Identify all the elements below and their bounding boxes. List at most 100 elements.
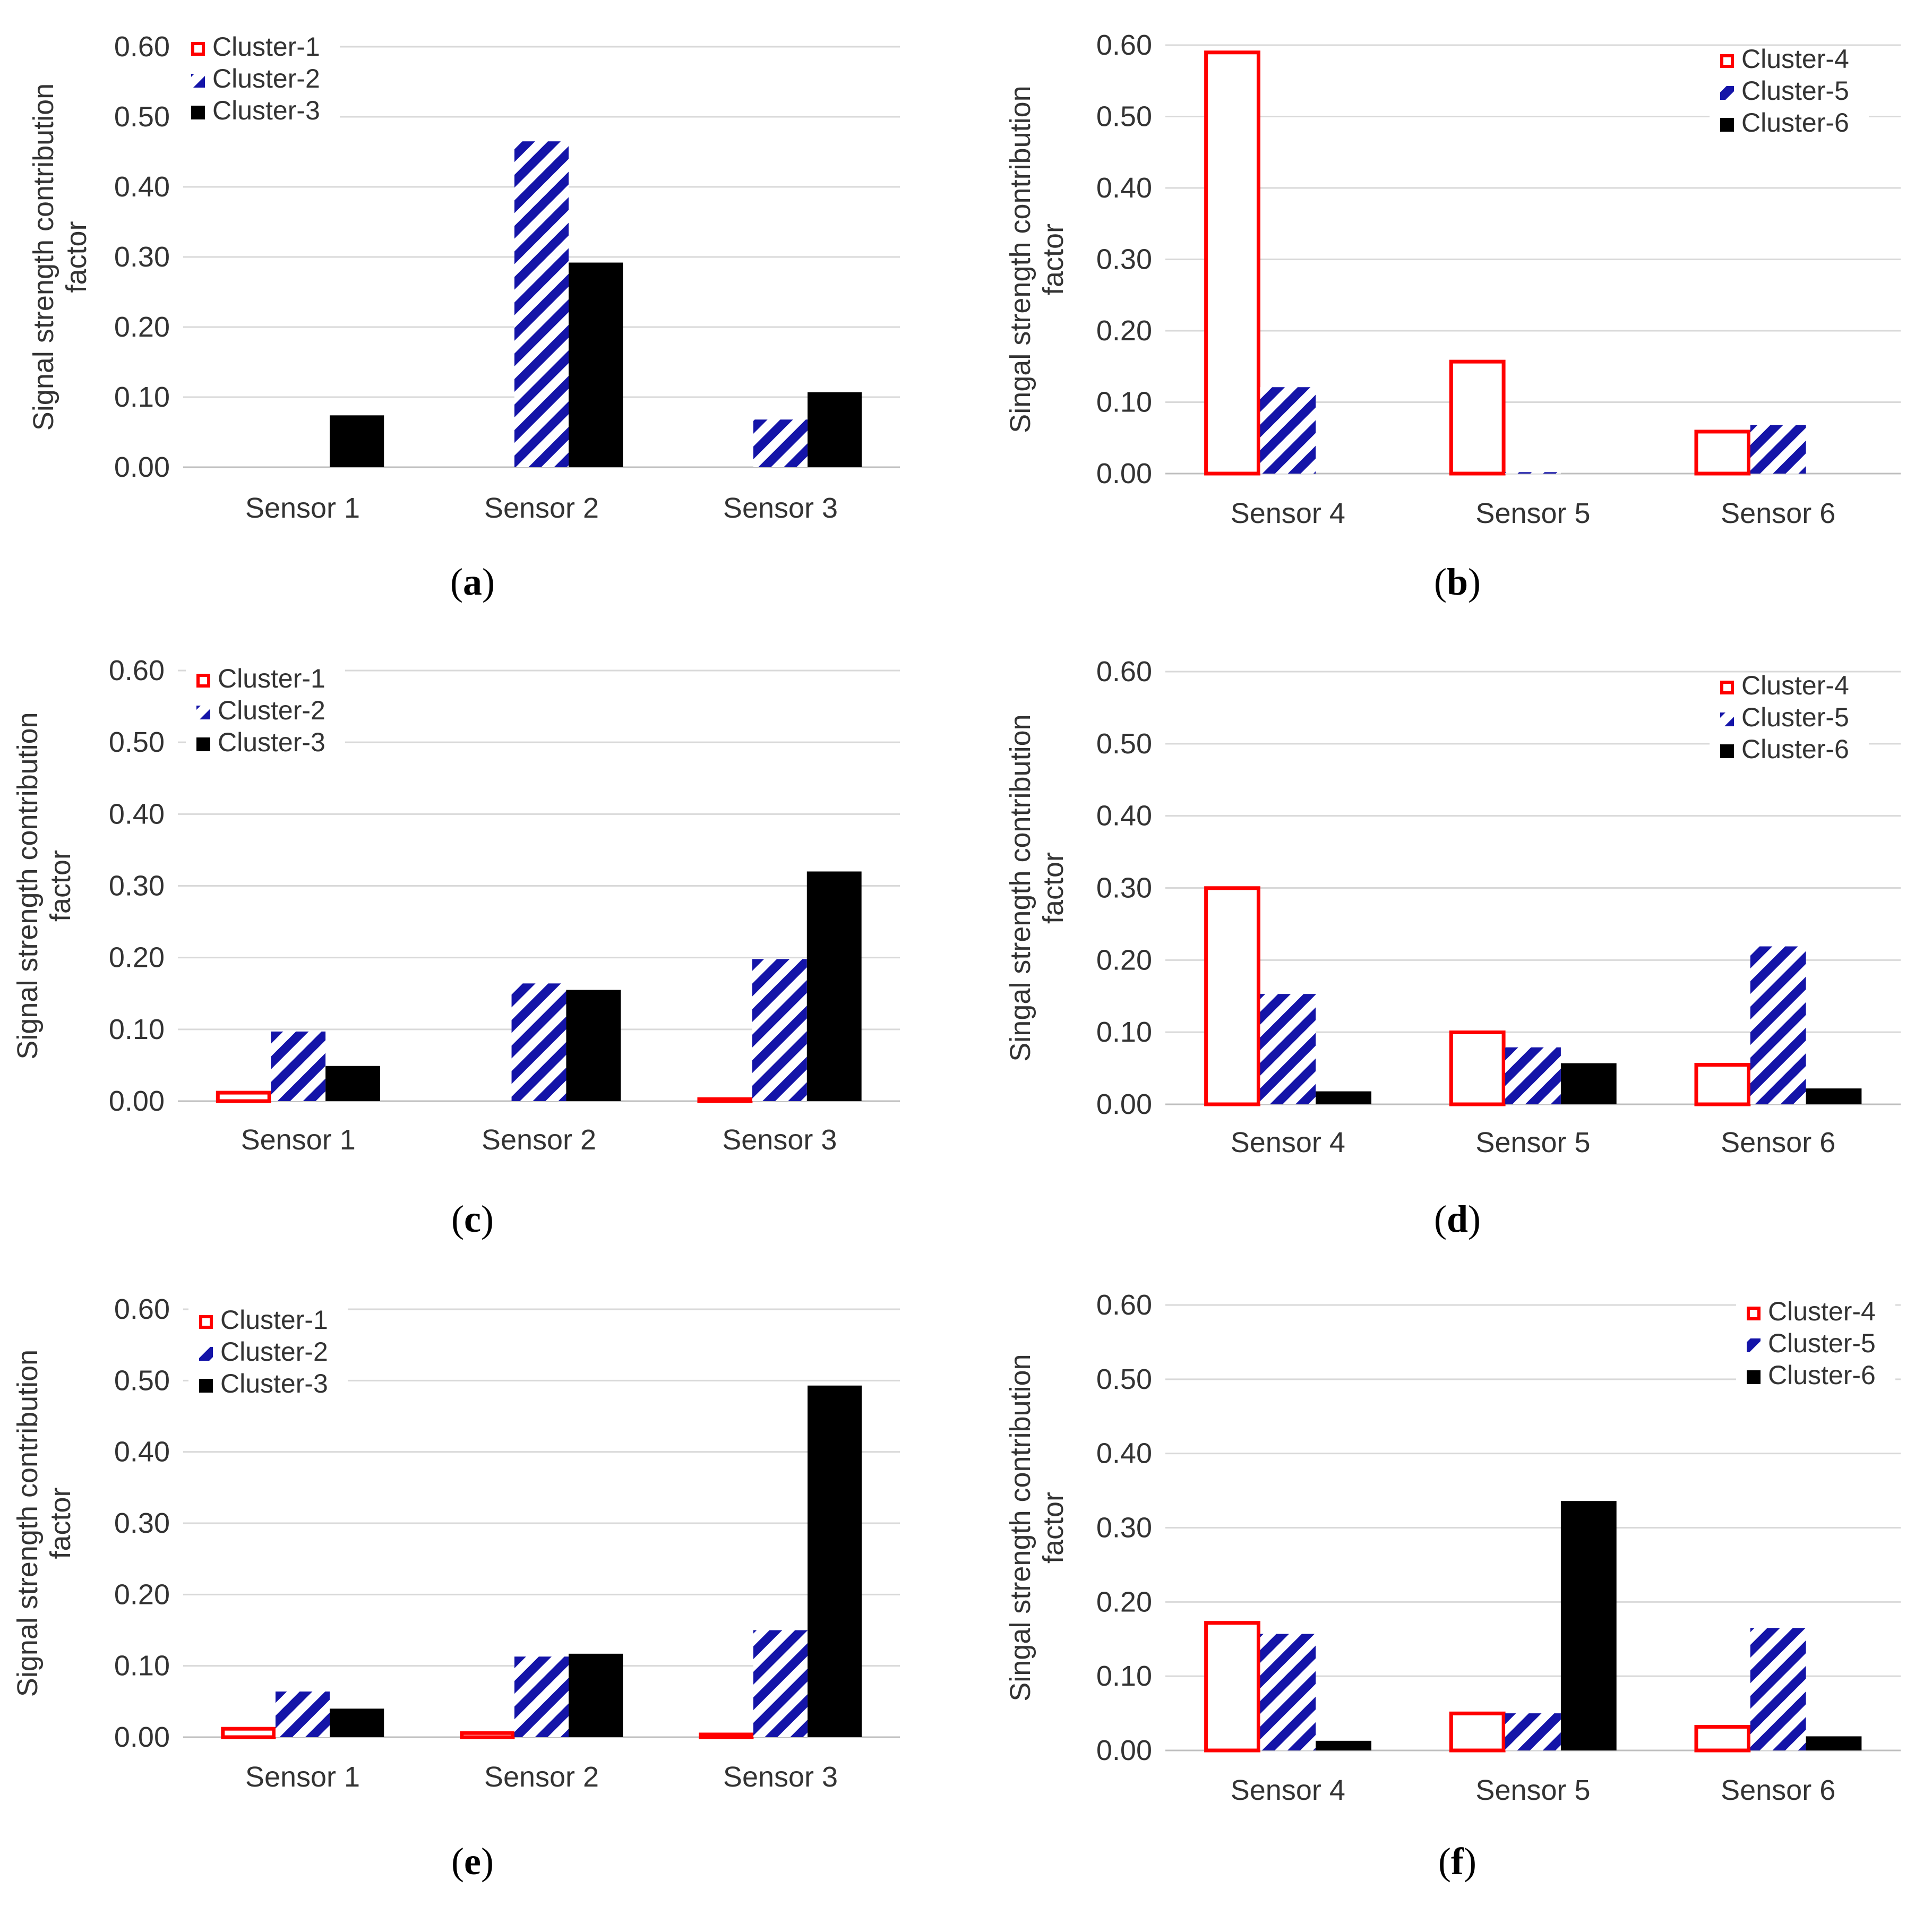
category-label: Sensor 4 <box>1231 1774 1345 1806</box>
category-label: Sensor 1 <box>245 1761 360 1793</box>
bar-cluster-3-sensor-1 <box>325 1066 381 1101</box>
category-label: Sensor 1 <box>245 492 360 524</box>
category-label: Sensor 1 <box>241 1124 356 1156</box>
y-tick-label: 0.10 <box>1096 1016 1152 1048</box>
panel-caption: (b) <box>1434 561 1481 603</box>
y-tick-label: 0.10 <box>109 1014 165 1045</box>
bar-cluster-4-sensor-5 <box>1449 1030 1506 1106</box>
y-tick-label: 0.10 <box>1096 387 1152 418</box>
y-tick-label: 0.60 <box>114 1293 170 1325</box>
y-tick-label: 0.50 <box>114 101 170 133</box>
y-tick-label: 0.00 <box>109 1085 165 1117</box>
y-tick-label: 0.20 <box>114 1578 170 1610</box>
category-label: Sensor 4 <box>1231 497 1345 529</box>
legend-entry: Cluster-5 <box>1768 1328 1876 1358</box>
bar-cluster-1-sensor-1 <box>221 1727 276 1739</box>
y-tick-label: 0.40 <box>114 1436 170 1468</box>
y-tick-label: 0.50 <box>109 726 165 758</box>
legend-swatch <box>1747 1307 1761 1320</box>
bar-cluster-6-sensor-6 <box>1806 1088 1862 1104</box>
legend-background <box>181 35 340 135</box>
bar-cluster-4-sensor-6 <box>1694 1724 1751 1753</box>
bar-cluster-1-sensor-1 <box>216 1091 271 1103</box>
y-tick-label: 0.10 <box>114 381 170 413</box>
legend-swatch <box>199 1315 213 1329</box>
legend-entry: Cluster-1 <box>220 1305 328 1335</box>
bar-cluster-2-sensor-1 <box>275 1692 330 1737</box>
chart-panel-a: 0.00 0.10 0.20 0.30 0.40 0.50 0.60 Signal stren… <box>28 31 900 603</box>
category-label: Sensor 5 <box>1475 497 1590 529</box>
bar-cluster-3-sensor-2 <box>569 262 623 467</box>
chart-panel-d: 0.00 0.10 0.20 0.30 0.40 0.50 0.60 Singal stren… <box>1004 656 1901 1240</box>
bar-cluster-4-sensor-4 <box>1204 886 1260 1106</box>
y-tick-label: 0.40 <box>114 171 170 203</box>
bar-cluster-1-sensor-3 <box>699 1732 754 1739</box>
legend-entry: Cluster-5 <box>1741 76 1849 106</box>
legend-swatch <box>1720 712 1734 726</box>
y-tick-label: 0.50 <box>1096 101 1152 133</box>
bar-cluster-3-sensor-2 <box>569 1653 623 1737</box>
legend-swatch <box>199 1379 213 1393</box>
bar-cluster-4-sensor-5 <box>1449 359 1506 476</box>
bar-cluster-4-sensor-5 <box>1449 1711 1506 1753</box>
legend-entry: Cluster-1 <box>218 664 325 693</box>
bar-cluster-3-sensor-2 <box>566 990 621 1101</box>
legend-swatch <box>199 1347 213 1361</box>
y-tick-label: 0.10 <box>114 1650 170 1682</box>
bar-cluster-2-sensor-2 <box>511 983 566 1101</box>
legend-swatch <box>1747 1370 1761 1384</box>
y-tick-label: 0.20 <box>1096 944 1152 976</box>
bar-cluster-6-sensor-5 <box>1560 1063 1617 1104</box>
category-label: Sensor 5 <box>1475 1127 1590 1158</box>
legend-swatch <box>191 74 205 88</box>
bar-cluster-5-sensor-5 <box>1505 472 1561 474</box>
legend-entry: Cluster-4 <box>1768 1297 1876 1326</box>
bar-cluster-6-sensor-6 <box>1806 1736 1862 1750</box>
y-tick-label: 0.40 <box>109 798 165 830</box>
bar-cluster-5-sensor-4 <box>1260 994 1316 1104</box>
legend-swatch <box>1720 54 1734 68</box>
y-axis-title: Signal strength contributionfactor <box>28 83 92 431</box>
bar-cluster-6-sensor-5 <box>1560 1501 1617 1750</box>
panel-caption: (d) <box>1434 1198 1481 1240</box>
legend-entry: Cluster-6 <box>1741 734 1849 764</box>
bar-cluster-2-sensor-3 <box>753 419 808 467</box>
category-label: Sensor 6 <box>1721 1774 1835 1806</box>
y-tick-label: 0.20 <box>109 942 165 974</box>
legend-entry: Cluster-3 <box>220 1369 328 1398</box>
panel-caption: (e) <box>451 1840 494 1883</box>
chart-panel-b: 0.00 0.10 0.20 0.30 0.40 0.50 0.60 Singal stren… <box>1004 29 1901 603</box>
bar-cluster-5-sensor-6 <box>1750 1628 1806 1750</box>
legend-entry: Cluster-3 <box>212 96 320 125</box>
bar-cluster-1-sensor-2 <box>460 1731 515 1739</box>
legend-swatch <box>1720 118 1734 132</box>
bar-cluster-3-sensor-1 <box>330 415 384 467</box>
y-tick-label: 0.50 <box>1096 1363 1152 1395</box>
y-axis-title: Singal strength contributionfactor <box>1004 714 1069 1061</box>
legend-entry: Cluster-4 <box>1741 671 1849 700</box>
category-label: Sensor 4 <box>1231 1127 1345 1158</box>
y-axis-title: Singal strength contributionfactor <box>1004 1354 1069 1701</box>
y-tick-label: 0.50 <box>114 1364 170 1396</box>
chart-panel-f: 0.00 0.10 0.20 0.30 0.40 0.50 0.60 Singal stren… <box>1004 1289 1901 1883</box>
legend-background <box>1710 673 1869 774</box>
category-label: Sensor 3 <box>722 1124 837 1156</box>
chart-panel-e: 0.00 0.10 0.20 0.30 0.40 0.50 0.60 Signal stren… <box>12 1293 900 1883</box>
y-tick-label: 0.40 <box>1096 1438 1152 1470</box>
bar-cluster-2-sensor-2 <box>514 1656 569 1737</box>
y-tick-label: 0.10 <box>1096 1660 1152 1692</box>
legend-swatch <box>1720 744 1734 758</box>
y-tick-label: 0.20 <box>1096 315 1152 347</box>
bar-cluster-2-sensor-2 <box>514 141 569 467</box>
y-tick-label: 0.00 <box>114 451 170 483</box>
y-tick-label: 0.30 <box>1096 244 1152 276</box>
legend-entry: Cluster-2 <box>220 1337 328 1367</box>
panel-caption: (a) <box>450 561 495 603</box>
bar-cluster-4-sensor-4 <box>1204 1621 1260 1753</box>
bar-cluster-5-sensor-6 <box>1750 946 1806 1104</box>
category-label: Sensor 2 <box>484 492 599 524</box>
legend-entry: Cluster-5 <box>1741 702 1849 732</box>
y-tick-label: 0.30 <box>109 870 165 902</box>
